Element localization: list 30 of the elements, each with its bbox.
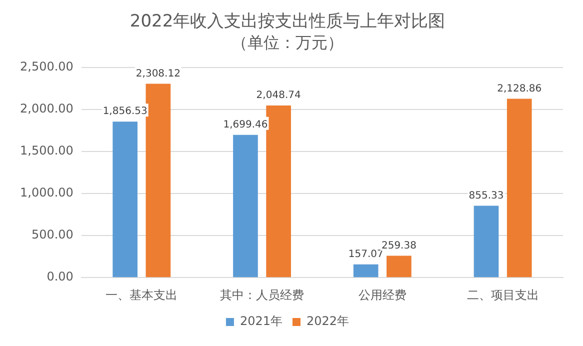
y-tick-label: 1,500.00 [20, 144, 74, 158]
bar [233, 134, 258, 278]
y-tick-label: 2,000.00 [20, 102, 74, 116]
data-label: 2,128.86 [497, 83, 542, 94]
data-label: 2,308.12 [136, 68, 180, 80]
data-label: 855.33 [468, 190, 504, 202]
data-label: 1,856.53 [102, 106, 148, 118]
legend-label: 2022年 [306, 314, 350, 328]
data-label: 259.38 [381, 240, 416, 252]
y-tick-label: 2,500.00 [20, 60, 74, 74]
bar [146, 84, 171, 278]
bar [474, 206, 499, 278]
bar [386, 256, 412, 278]
bar [266, 106, 291, 278]
data-label: 2,048.74 [256, 90, 301, 102]
x-tick-label: 一、基本支出 [106, 288, 178, 302]
data-label: 157.07 [348, 249, 384, 260]
bar [353, 264, 378, 278]
bar [112, 122, 138, 278]
legend-label: 2021年 [240, 314, 283, 328]
chart-title: 2022年收入支出按支出性质与上年对比图 [130, 12, 446, 32]
x-tick-label: 其中：人员经费 [220, 288, 304, 302]
data-label: 1,699.46 [223, 119, 268, 130]
x-tick-label: 公用经费 [358, 288, 406, 302]
y-tick-label: 0.00 [46, 270, 74, 284]
x-tick-label: 二、项目支出 [466, 288, 539, 302]
bar [506, 98, 532, 278]
y-tick-label: 1,000.00 [20, 186, 74, 200]
chart-subtitle: （单位：万元） [232, 33, 344, 52]
y-tick-label: 500.00 [31, 228, 74, 242]
